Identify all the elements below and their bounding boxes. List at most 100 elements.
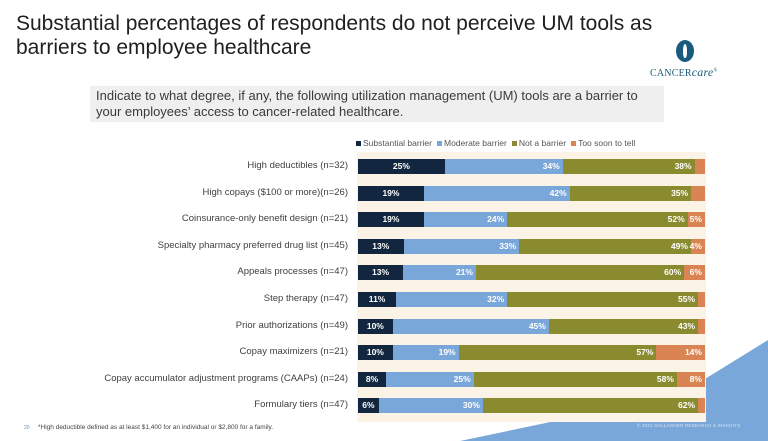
data-label: 30% (462, 400, 480, 411)
category-label: Copay accumulator adjustment programs (C… (104, 372, 348, 384)
bar-row: 11% 32% 55% (358, 292, 705, 307)
data-label: 8% (689, 373, 702, 384)
legend-item-substantial: Substantial barrier (356, 138, 432, 148)
data-label: 62% (678, 400, 696, 411)
data-label: 6% (689, 267, 702, 278)
footnote: *High deductible defined as at least $1,… (38, 424, 274, 431)
data-label: 13% (372, 240, 390, 251)
data-label: 43% (678, 320, 696, 331)
bar-row: 10% 45% 43% (358, 318, 705, 334)
data-label: 21% (455, 267, 473, 278)
bar-segment-not: 57% (458, 345, 657, 361)
bar-segment-moderate: 30% (378, 398, 483, 414)
legend-swatch (436, 140, 442, 146)
data-label: 55% (678, 294, 696, 304)
bar-segment-tst: 8% (676, 371, 705, 387)
bar-segment-substantial: 25% (358, 159, 445, 174)
category-label: Coinsurance-only benefit design (n=21) (181, 213, 348, 225)
survey-question: Indicate to what degree, if any, the fol… (90, 86, 664, 122)
copyright: © 2021 GALLAGHER RESEARCH & INSIGHTS (637, 423, 741, 428)
bar-row: 8% 25% 58% 8% (358, 371, 705, 387)
data-label: 19% (382, 187, 400, 198)
bar-segment-moderate: 34% (444, 159, 563, 174)
bar-segment-not: 62% (482, 398, 699, 414)
bar-segment-moderate: 33% (403, 238, 520, 254)
bar-segment-moderate: 42% (423, 185, 570, 201)
data-label: 6% (362, 400, 375, 411)
data-label: 57% (636, 347, 654, 358)
bar-row: 19% 42% 35% (358, 185, 705, 201)
bar-segment-not: 38% (562, 159, 695, 174)
legend-item-tst: Too soon to tell (571, 138, 635, 148)
bar-segment-not: 49% (519, 238, 691, 254)
legend-swatch (511, 140, 517, 146)
legend-item-moderate: Moderate barrier (436, 138, 507, 148)
bar-segment-tst (698, 292, 705, 307)
bar-segment-not: 43% (548, 318, 699, 334)
bar-row: 10% 19% 57% 14% (358, 345, 705, 361)
legend-label: Substantial barrier (363, 138, 432, 148)
data-label: 10% (366, 347, 384, 358)
data-label: 13% (372, 267, 390, 278)
category-label: Step therapy (n=47) (263, 293, 348, 304)
bar-segment-substantial: 19% (358, 185, 424, 201)
bar-segment-substantial: 13% (358, 265, 404, 281)
bar-segment-tst: 14% (656, 345, 705, 361)
page-number: 20 (24, 425, 30, 431)
category-label: Specialty pharmacy preferred drug list (… (157, 239, 348, 251)
bar-row: 6% 30% 62% (358, 398, 705, 414)
data-label: 14% (684, 347, 702, 358)
data-label: 60% (664, 267, 682, 278)
legend-label: Not a barrier (518, 138, 567, 148)
data-label: 38% (674, 161, 692, 171)
bar-segment-tst: 5% (687, 212, 705, 228)
bar-row: 13% 21% 60% 6% (358, 265, 705, 281)
bar-segment-moderate: 25% (386, 371, 474, 387)
legend-item-not: Not a barrier (511, 138, 567, 148)
bar-segment-tst (694, 159, 705, 174)
bar-row: 19% 24% 52% 5% (358, 212, 705, 228)
bar-segment-substantial: 10% (358, 345, 393, 361)
flame-icon (676, 40, 694, 62)
bar-segment-tst: 4% (689, 238, 705, 254)
data-label: 42% (549, 187, 567, 198)
bar-segment-tst: 6% (684, 265, 705, 281)
data-label: 34% (542, 161, 560, 171)
data-label: 4% (689, 240, 702, 251)
category-label: Copay maximizers (n=21) (239, 346, 349, 358)
cancercare-logo: CANCERcare® (648, 40, 728, 80)
bar-segment-tst (691, 185, 705, 201)
bar-segment-moderate: 32% (396, 292, 508, 307)
data-label: 19% (438, 347, 456, 358)
data-label: 5% (689, 214, 702, 225)
bar-segment-substantial: 19% (358, 212, 424, 228)
bar-segment-substantial: 11% (358, 292, 397, 307)
legend-label: Moderate barrier (443, 138, 507, 148)
chart-legend: Substantial barrier Moderate barrier Not a… (356, 138, 635, 148)
data-label: 8% (365, 373, 379, 384)
bar-segment-moderate: 19% (392, 345, 459, 361)
legend-swatch (356, 140, 361, 146)
data-label: 11% (368, 294, 386, 304)
bar-segment-not: 58% (473, 371, 677, 387)
data-label: 35% (671, 187, 689, 198)
data-label: 58% (656, 373, 674, 384)
bar-segment-moderate: 24% (423, 212, 508, 228)
data-label: 33% (499, 240, 517, 251)
bar-row: 13% 33% 49% 4% (358, 238, 705, 254)
data-label: 25% (392, 161, 410, 171)
data-label: 45% (528, 320, 546, 331)
bar-segment-not: 55% (507, 292, 699, 307)
category-label: Prior authorizations (n=49) (235, 319, 348, 331)
bar-segment-substantial: 13% (358, 238, 404, 254)
category-label: Formulary tiers (n=47) (254, 399, 348, 411)
category-label: High deductibles (n=32) (247, 160, 348, 171)
category-label: Appeals processes (n=47) (237, 266, 348, 278)
data-label: 19% (382, 214, 400, 225)
data-label: 52% (667, 214, 685, 225)
bar-segment-not: 60% (475, 265, 685, 281)
bar-segment-tst (698, 318, 705, 334)
logo-wordmark: CANCERcare® (650, 65, 718, 79)
data-label: 49% (670, 240, 688, 251)
data-label: 32% (487, 294, 505, 304)
